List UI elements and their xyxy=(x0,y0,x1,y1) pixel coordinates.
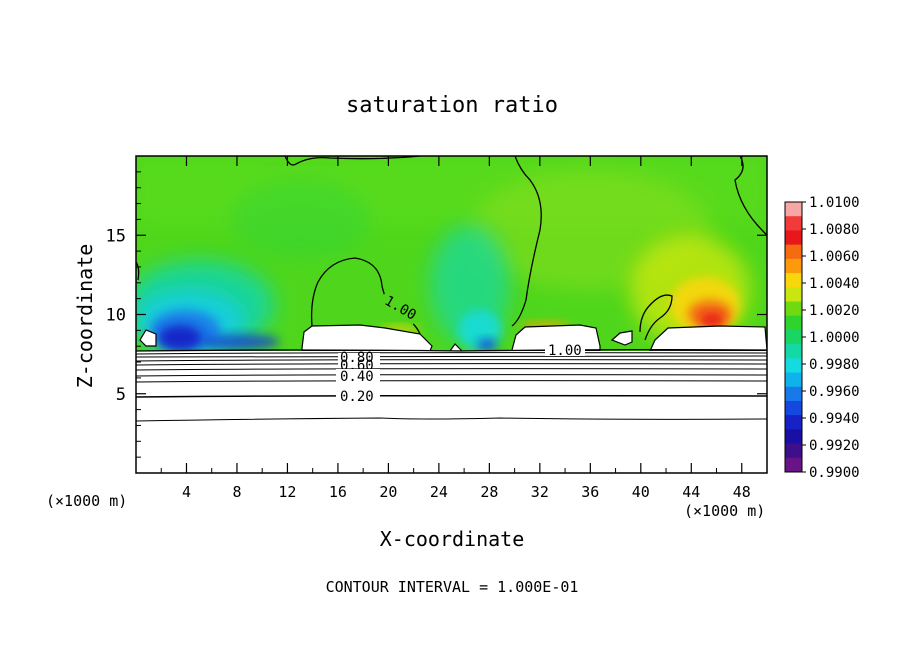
x-tick-label: 44 xyxy=(682,483,700,501)
lower-region xyxy=(136,351,767,473)
colorbar-label: 1.0080 xyxy=(809,222,860,238)
colorbar-segment xyxy=(785,315,802,331)
y-axis-title: Z-coordinate xyxy=(73,244,97,389)
plot-area: 1.00 1.00 0.80 0.60 0.40 0.20 xyxy=(136,156,767,473)
colorbar-label: 1.0040 xyxy=(809,276,860,292)
colorbar-segment xyxy=(785,429,802,445)
x-tick-label: 28 xyxy=(480,483,498,501)
colorbar-label: 1.0060 xyxy=(809,249,860,265)
colorbar-segment xyxy=(785,273,802,288)
colorbar-segment xyxy=(785,202,802,217)
contour-label: 0.80 xyxy=(340,350,374,366)
x-tick-label: 48 xyxy=(733,483,751,501)
colorbar-segment xyxy=(785,400,802,416)
x-tick-label: 40 xyxy=(632,483,650,501)
y-tick-label: 5 xyxy=(116,385,126,405)
colorbar-label: 0.9900 xyxy=(809,465,860,481)
colorbar-segment xyxy=(785,344,802,359)
y-tick-label: 10 xyxy=(106,306,126,326)
colorbar-label: 1.0000 xyxy=(809,330,860,346)
y-axis: 5 10 15 xyxy=(106,171,767,458)
colorbar-label: 1.0020 xyxy=(809,303,860,319)
contour-label: 1.00 xyxy=(548,343,582,359)
colorbar-label: 0.9940 xyxy=(809,411,860,427)
colorbar-segment xyxy=(785,457,802,473)
x-tick-label: 20 xyxy=(379,483,397,501)
x-axis-title: X-coordinate xyxy=(380,527,525,551)
x-tick-label: 12 xyxy=(278,483,296,501)
x-tick-label: 24 xyxy=(430,483,448,501)
colorbar-segment xyxy=(785,287,802,302)
colorbar-segment xyxy=(785,443,802,459)
colorbar-segment xyxy=(785,415,802,430)
colorbar-segment xyxy=(785,301,802,317)
x-unit-left: (×1000 m) xyxy=(46,492,127,510)
colorbar-segment xyxy=(785,216,802,231)
colorbar-segment xyxy=(785,244,802,260)
contour-interval-note: CONTOUR INTERVAL = 1.000E-01 xyxy=(326,578,579,596)
colorbar-segment xyxy=(785,358,802,374)
colorbar-label: 1.0100 xyxy=(809,195,860,211)
colorbar-label: 0.9920 xyxy=(809,438,860,454)
cloud-regions xyxy=(139,324,767,352)
colorbar-label: 0.9980 xyxy=(809,357,860,373)
colorbar-segment xyxy=(785,230,802,246)
x-tick-label: 16 xyxy=(329,483,347,501)
x-unit-right: (×1000 m) xyxy=(684,502,765,520)
colorbar-segment xyxy=(785,258,802,274)
x-tick-label: 4 xyxy=(182,483,191,501)
heatmap-field xyxy=(136,156,767,351)
colorbar: 1.0100 1.0080 1.0060 1.0040 1.0020 1.0000 0.99… xyxy=(784,195,860,481)
colorbar-segment xyxy=(785,372,802,388)
x-tick-label: 32 xyxy=(531,483,549,501)
contour-label: 0.40 xyxy=(340,369,374,385)
x-axis: 4 8 12 16 20 24 28 32 36 40 44 48 xyxy=(160,156,751,501)
x-tick-label: 36 xyxy=(581,483,599,501)
contour-lines xyxy=(136,156,767,422)
contour-label: 0.20 xyxy=(340,389,374,405)
colorbar-label: 0.9960 xyxy=(809,384,860,400)
colorbar-segment xyxy=(785,386,802,402)
y-tick-label: 15 xyxy=(106,226,126,246)
chart-title: saturation ratio xyxy=(346,93,558,118)
colorbar-segment xyxy=(785,329,802,345)
x-tick-label: 8 xyxy=(232,483,241,501)
